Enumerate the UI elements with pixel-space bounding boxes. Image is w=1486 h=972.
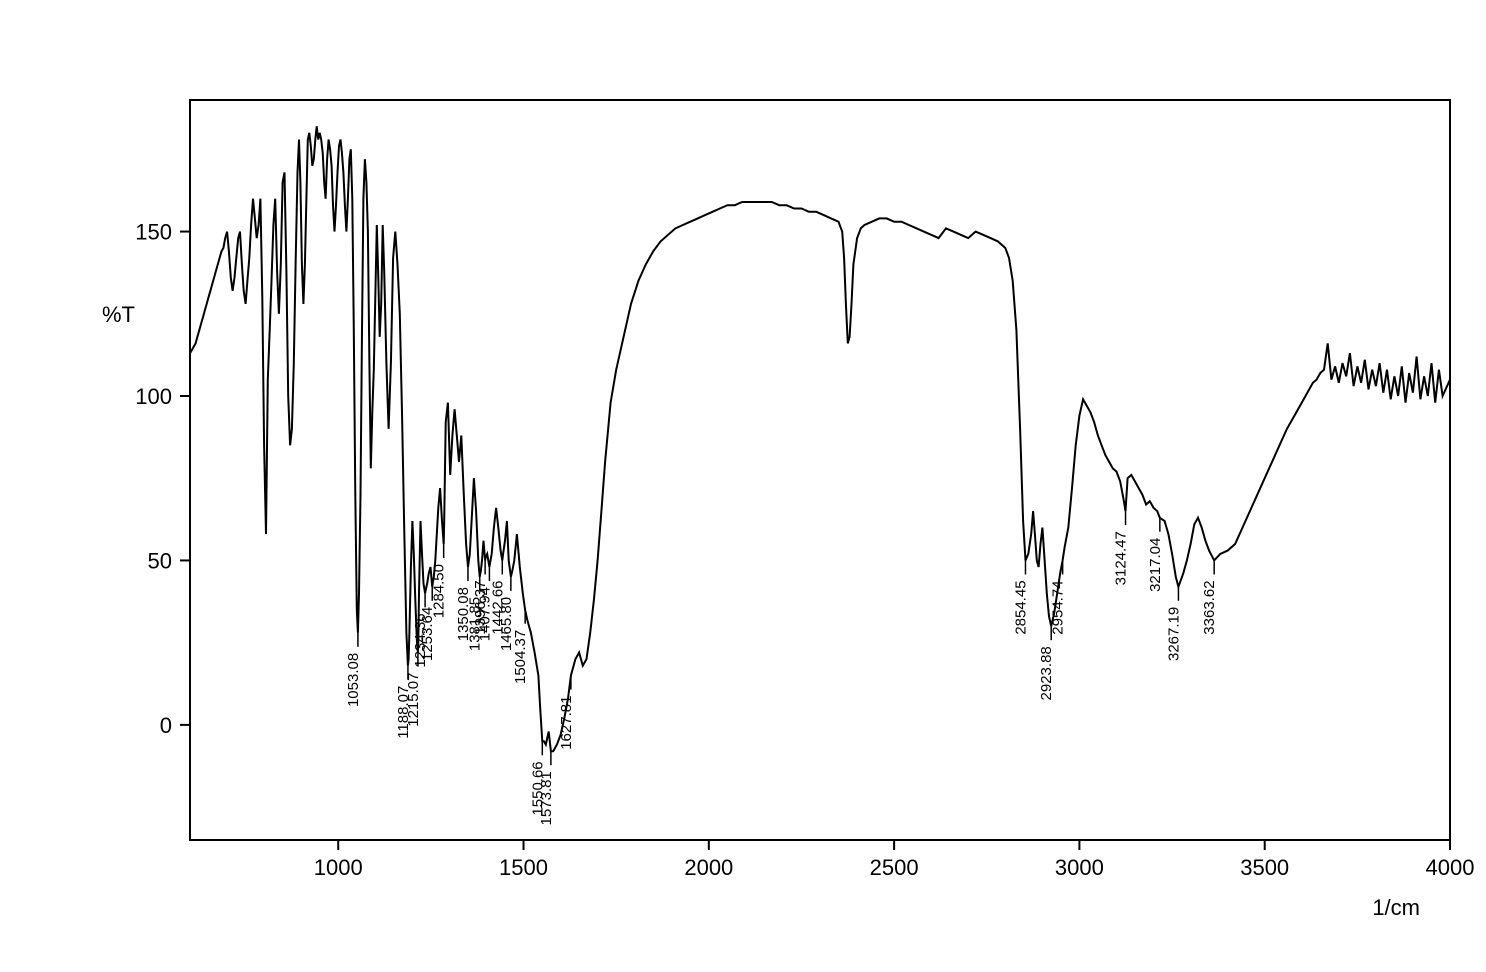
peak-label: 3217.04 <box>1147 538 1164 592</box>
x-tick-label: 2500 <box>870 855 919 880</box>
x-axis-label: 1/cm <box>1372 895 1420 920</box>
y-tick-label: 100 <box>135 384 172 409</box>
peak-label: 2854.45 <box>1012 580 1029 634</box>
peak-label: 3363.62 <box>1201 580 1218 634</box>
x-tick-label: 1000 <box>314 855 363 880</box>
x-tick-label: 4000 <box>1426 855 1475 880</box>
peak-label: 1234.36 <box>412 613 429 667</box>
peak-label: 1188.07 <box>395 686 412 739</box>
ir-spectrum-chart: 4000 3500 3000 2500 2000 1500 1000 1/cm 0 50 100 15… <box>0 0 1486 972</box>
peak-label: 2954.74 <box>1050 580 1067 634</box>
y-tick-label: 150 <box>135 220 172 245</box>
y-tick-label: 50 <box>148 548 172 573</box>
peak-label: 3267.19 <box>1165 607 1182 661</box>
spectrum-line <box>190 126 1450 751</box>
peak-label: 1350.08 <box>455 587 472 641</box>
peak-label: 2923.88 <box>1038 646 1055 700</box>
x-tick-label: 3000 <box>1055 855 1104 880</box>
peak-label: 1550.66 <box>529 761 546 815</box>
peak-label: 1053.08 <box>345 653 362 707</box>
y-tick-label: 0 <box>160 713 172 738</box>
peak-label: 3124.47 <box>1113 531 1130 585</box>
peak-label: 1627.81 <box>558 696 575 750</box>
x-tick-label: 2000 <box>684 855 733 880</box>
chart-container: 4000 3500 3000 2500 2000 1500 1000 1/cm 0 50 100 15… <box>0 0 1486 972</box>
x-tick-label: 3500 <box>1240 855 1289 880</box>
y-axis-label: %T <box>102 302 135 327</box>
x-tick-label: 1500 <box>499 855 548 880</box>
